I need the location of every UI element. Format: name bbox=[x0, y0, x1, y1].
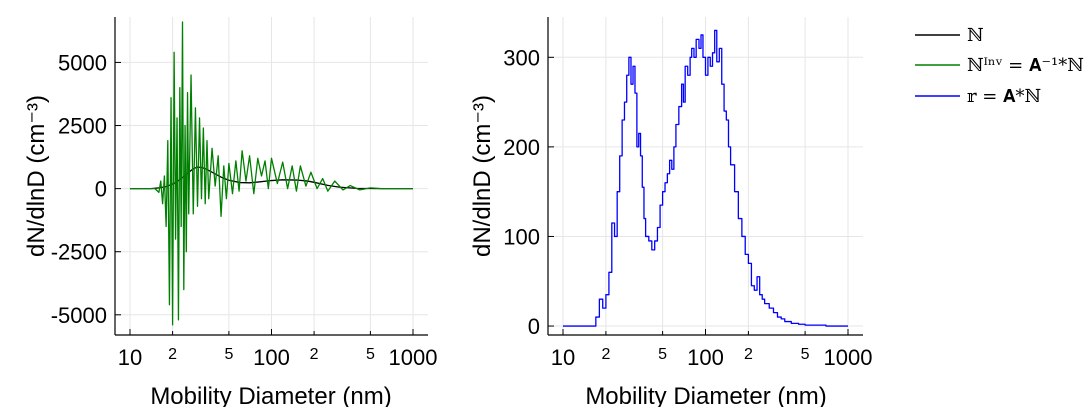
legend-label-ninv: ℕᴵⁿᵛ = 𝐀⁻¹*ℕ bbox=[967, 55, 1084, 76]
left-y-tick-label-0: 5000 bbox=[58, 50, 107, 75]
left-x-tick-label-2: 1000 bbox=[389, 345, 438, 370]
left-y-axis-title: dN/dlnD (cm⁻³) bbox=[23, 95, 50, 257]
right-y-tick-label-1: 200 bbox=[503, 135, 540, 160]
left-x-tick-label-0: 10 bbox=[118, 345, 142, 370]
left-y-tick-label-2: 0 bbox=[95, 177, 107, 202]
right-series-line-0 bbox=[563, 29, 848, 327]
left-grid bbox=[115, 17, 428, 335]
right-x-tick-label-0: 10 bbox=[551, 345, 575, 370]
left-x-tick-label-1: 100 bbox=[253, 345, 290, 370]
right-x-tick-label-1: 100 bbox=[687, 345, 724, 370]
right-x-minor-tick-label-1: 5 bbox=[658, 346, 667, 363]
left-x-minor-tick-label-0: 2 bbox=[168, 346, 177, 363]
legend: ℕ ℕᴵⁿᵛ = 𝐀⁻¹*ℕ 𝕣 = 𝐀*ℕ bbox=[915, 25, 1084, 107]
legend-label-r: 𝕣 = 𝐀*ℕ bbox=[967, 86, 1041, 107]
left-axes: 5000 2500 0 -2500 -5000 10 100 1000 2 5 2 5 bbox=[51, 17, 438, 370]
right-x-minor-tick-label-0: 2 bbox=[601, 346, 610, 363]
left-x-minor-tick-label-2: 2 bbox=[310, 346, 319, 363]
right-x-minor-tick-label-3: 5 bbox=[801, 346, 810, 363]
left-x-axis-title: Mobility Diameter (nm) bbox=[150, 383, 391, 407]
right-y-axis-title: dN/dlnD (cm⁻³) bbox=[469, 95, 496, 257]
right-x-tick-label-2: 1000 bbox=[824, 345, 873, 370]
left-x-minor-tick-label-3: 5 bbox=[366, 346, 375, 363]
right-grid bbox=[548, 17, 863, 335]
left-y-tick-label-3: -2500 bbox=[51, 240, 107, 265]
left-x-minor-tick-label-1: 5 bbox=[224, 346, 233, 363]
right-y-tick-label-2: 100 bbox=[503, 224, 540, 249]
left-panel: 5000 2500 0 -2500 -5000 10 100 1000 2 5 2 5 Mobilit… bbox=[23, 17, 437, 407]
right-y-tick-label-0: 300 bbox=[503, 45, 540, 70]
right-y-tick-label-3: 0 bbox=[528, 314, 540, 339]
right-x-minor-tick-label-2: 2 bbox=[744, 346, 753, 363]
left-series bbox=[130, 21, 413, 326]
left-series-line-1 bbox=[130, 21, 413, 326]
legend-label-n: ℕ bbox=[967, 25, 983, 46]
right-series bbox=[563, 29, 848, 327]
left-y-tick-label-4: -5000 bbox=[51, 303, 107, 328]
left-y-tick-label-1: 2500 bbox=[58, 114, 107, 139]
right-x-axis-title: Mobility Diameter (nm) bbox=[585, 383, 826, 407]
